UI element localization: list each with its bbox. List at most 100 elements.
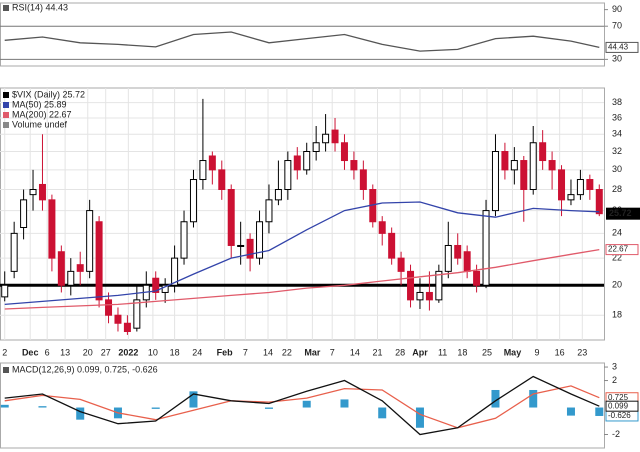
- candle-body: [274, 189, 282, 201]
- legend-swatch: [3, 122, 9, 128]
- value-label-box: [606, 207, 640, 220]
- series-line: [4, 31, 600, 52]
- histogram-bar: [264, 407, 273, 409]
- candle-body: [340, 142, 348, 162]
- candle-body: [463, 251, 471, 272]
- candle-body: [256, 221, 264, 259]
- candle-body: [397, 257, 405, 272]
- candle-body: [595, 189, 603, 215]
- x-tick-label: 6: [45, 347, 50, 357]
- candle-body: [378, 221, 386, 234]
- y-tick-label: 34: [612, 129, 622, 139]
- value-label: 22.67: [608, 245, 629, 254]
- x-tick-label: 11: [438, 347, 447, 357]
- candle-body: [435, 270, 443, 301]
- candle-body: [57, 251, 65, 286]
- candle-body: [322, 133, 330, 144]
- legend-swatch: [3, 5, 9, 11]
- histogram-bar: [491, 389, 500, 408]
- histogram-bar: [415, 407, 424, 428]
- value-label: -0.626: [608, 411, 631, 420]
- x-tick-label: Mar: [304, 347, 321, 357]
- legend-entry: MA(50) 25.89: [12, 99, 67, 109]
- histogram-bar: [529, 389, 538, 408]
- x-tick-label: 21: [372, 347, 382, 357]
- candle-body: [20, 199, 28, 229]
- histogram-bar: [76, 407, 85, 420]
- candle-body: [67, 270, 75, 286]
- y-tick-label: 2: [612, 375, 617, 385]
- candle-body: [548, 160, 556, 171]
- x-tick-label: 14: [350, 347, 360, 357]
- candle-body: [416, 291, 424, 301]
- candle-body: [237, 244, 245, 247]
- histogram-bar: [38, 406, 47, 408]
- candle-body: [86, 210, 94, 272]
- histogram-bar: [566, 407, 575, 416]
- candle-body: [171, 257, 179, 286]
- histogram-bar: [595, 407, 604, 416]
- candle-body: [105, 299, 113, 316]
- value-label-box: [605, 400, 639, 412]
- candle-body: [38, 183, 46, 201]
- candle-body: [331, 129, 339, 144]
- candle-body: [180, 221, 188, 259]
- candle-body: [539, 142, 547, 162]
- candle-body: [246, 238, 254, 259]
- candle-body: [133, 299, 141, 329]
- value-label: 44.43: [608, 43, 629, 52]
- x-tick-label: 2022: [118, 347, 138, 357]
- candle-body: [1, 284, 9, 298]
- value-label: 0.099: [608, 401, 629, 410]
- candle-body: [189, 179, 197, 223]
- y-tick-label: 28: [612, 184, 622, 194]
- value-label-box: [605, 41, 639, 53]
- candle-body: [199, 160, 207, 181]
- candle-body: [95, 221, 103, 301]
- legend-entry: Volume undef: [12, 119, 68, 129]
- candle-body: [482, 210, 490, 286]
- candle-body: [359, 169, 367, 191]
- series-line: [4, 385, 600, 429]
- candle-body: [520, 160, 528, 191]
- histogram-bar: [151, 407, 160, 409]
- y-tick-label: 90: [612, 4, 622, 14]
- candle-body: [76, 264, 84, 272]
- series-line: [4, 375, 600, 436]
- x-tick-label: 27: [101, 347, 111, 357]
- candle-body: [293, 155, 301, 171]
- panel-frame: [0, 362, 605, 449]
- histogram-bar: [0, 404, 9, 408]
- x-tick-label: 22: [282, 347, 292, 357]
- value-label: 25.72: [609, 208, 632, 218]
- candle-body: [114, 314, 122, 324]
- panel-title: $VIX (Daily) 25.72: [12, 89, 85, 99]
- legend-entry: MA(200) 22.67: [12, 109, 72, 119]
- x-tick-label: 2: [2, 347, 7, 357]
- y-tick-label: 18: [612, 310, 622, 320]
- value-label: 0.725: [608, 393, 629, 402]
- x-tick-label: Apr: [412, 347, 428, 357]
- candle-body: [454, 244, 462, 259]
- candle-body: [444, 244, 452, 272]
- y-tick-label: -2: [612, 429, 620, 439]
- x-tick-label: 24: [192, 347, 202, 357]
- candle-body: [576, 179, 584, 196]
- candle-body: [312, 142, 320, 153]
- y-tick-label: 70: [612, 21, 622, 31]
- candle-body: [350, 160, 358, 171]
- x-tick-label: 28: [395, 347, 405, 357]
- y-tick-label: 3: [612, 361, 617, 371]
- x-tick-label: 7: [243, 347, 248, 357]
- x-tick-label: 13: [60, 347, 70, 357]
- x-tick-label: 16: [555, 347, 565, 357]
- x-tick-label: May: [504, 347, 522, 357]
- candle-body: [218, 169, 226, 191]
- candle-body: [303, 151, 311, 171]
- x-tick-label: 10: [148, 347, 158, 357]
- x-tick-label: 9: [534, 347, 539, 357]
- x-tick-label: Dec: [22, 347, 39, 357]
- histogram-bar: [378, 407, 387, 419]
- candle-body: [425, 291, 433, 301]
